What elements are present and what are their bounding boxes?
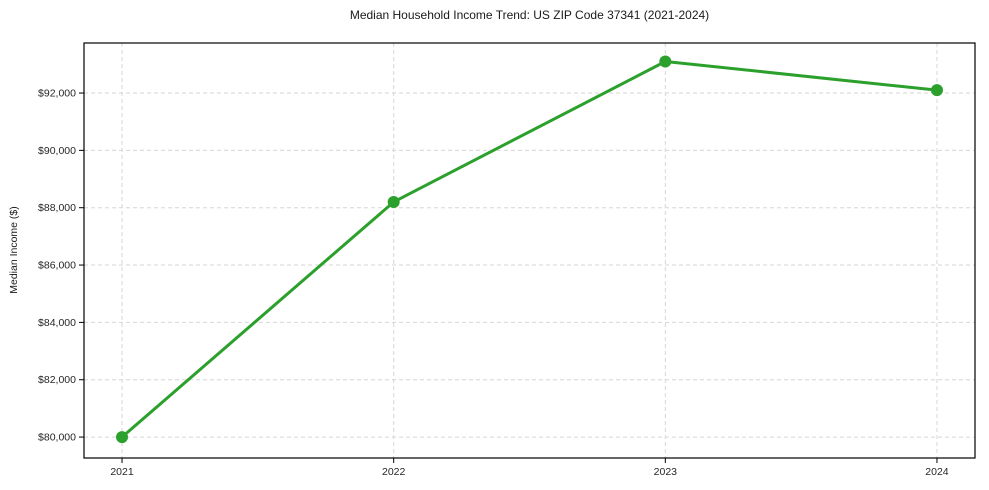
y-tick-label: $84,000 bbox=[38, 317, 76, 329]
plot-border bbox=[83, 42, 976, 459]
chart-title: Median Household Income Trend: US ZIP Co… bbox=[349, 8, 710, 22]
x-tick-label: 2023 bbox=[654, 466, 678, 478]
y-tick-label: $86,000 bbox=[38, 260, 76, 272]
y-tick-label: $82,000 bbox=[38, 374, 76, 386]
data-point-2023 bbox=[659, 55, 672, 68]
y-tick-label: $90,000 bbox=[38, 145, 76, 157]
y-tick-label: $92,000 bbox=[38, 88, 76, 100]
data-point-2024 bbox=[930, 84, 943, 97]
x-tick-label: 2022 bbox=[382, 466, 406, 478]
data-point-2021 bbox=[116, 431, 129, 444]
trend-line bbox=[120, 59, 939, 439]
y-tick-label: $88,000 bbox=[38, 202, 76, 214]
x-tick-label: 2021 bbox=[110, 466, 134, 478]
y-tick-label: $80,000 bbox=[38, 432, 76, 444]
x-tick-label: 2024 bbox=[925, 466, 949, 478]
data-point-2022 bbox=[387, 195, 400, 208]
